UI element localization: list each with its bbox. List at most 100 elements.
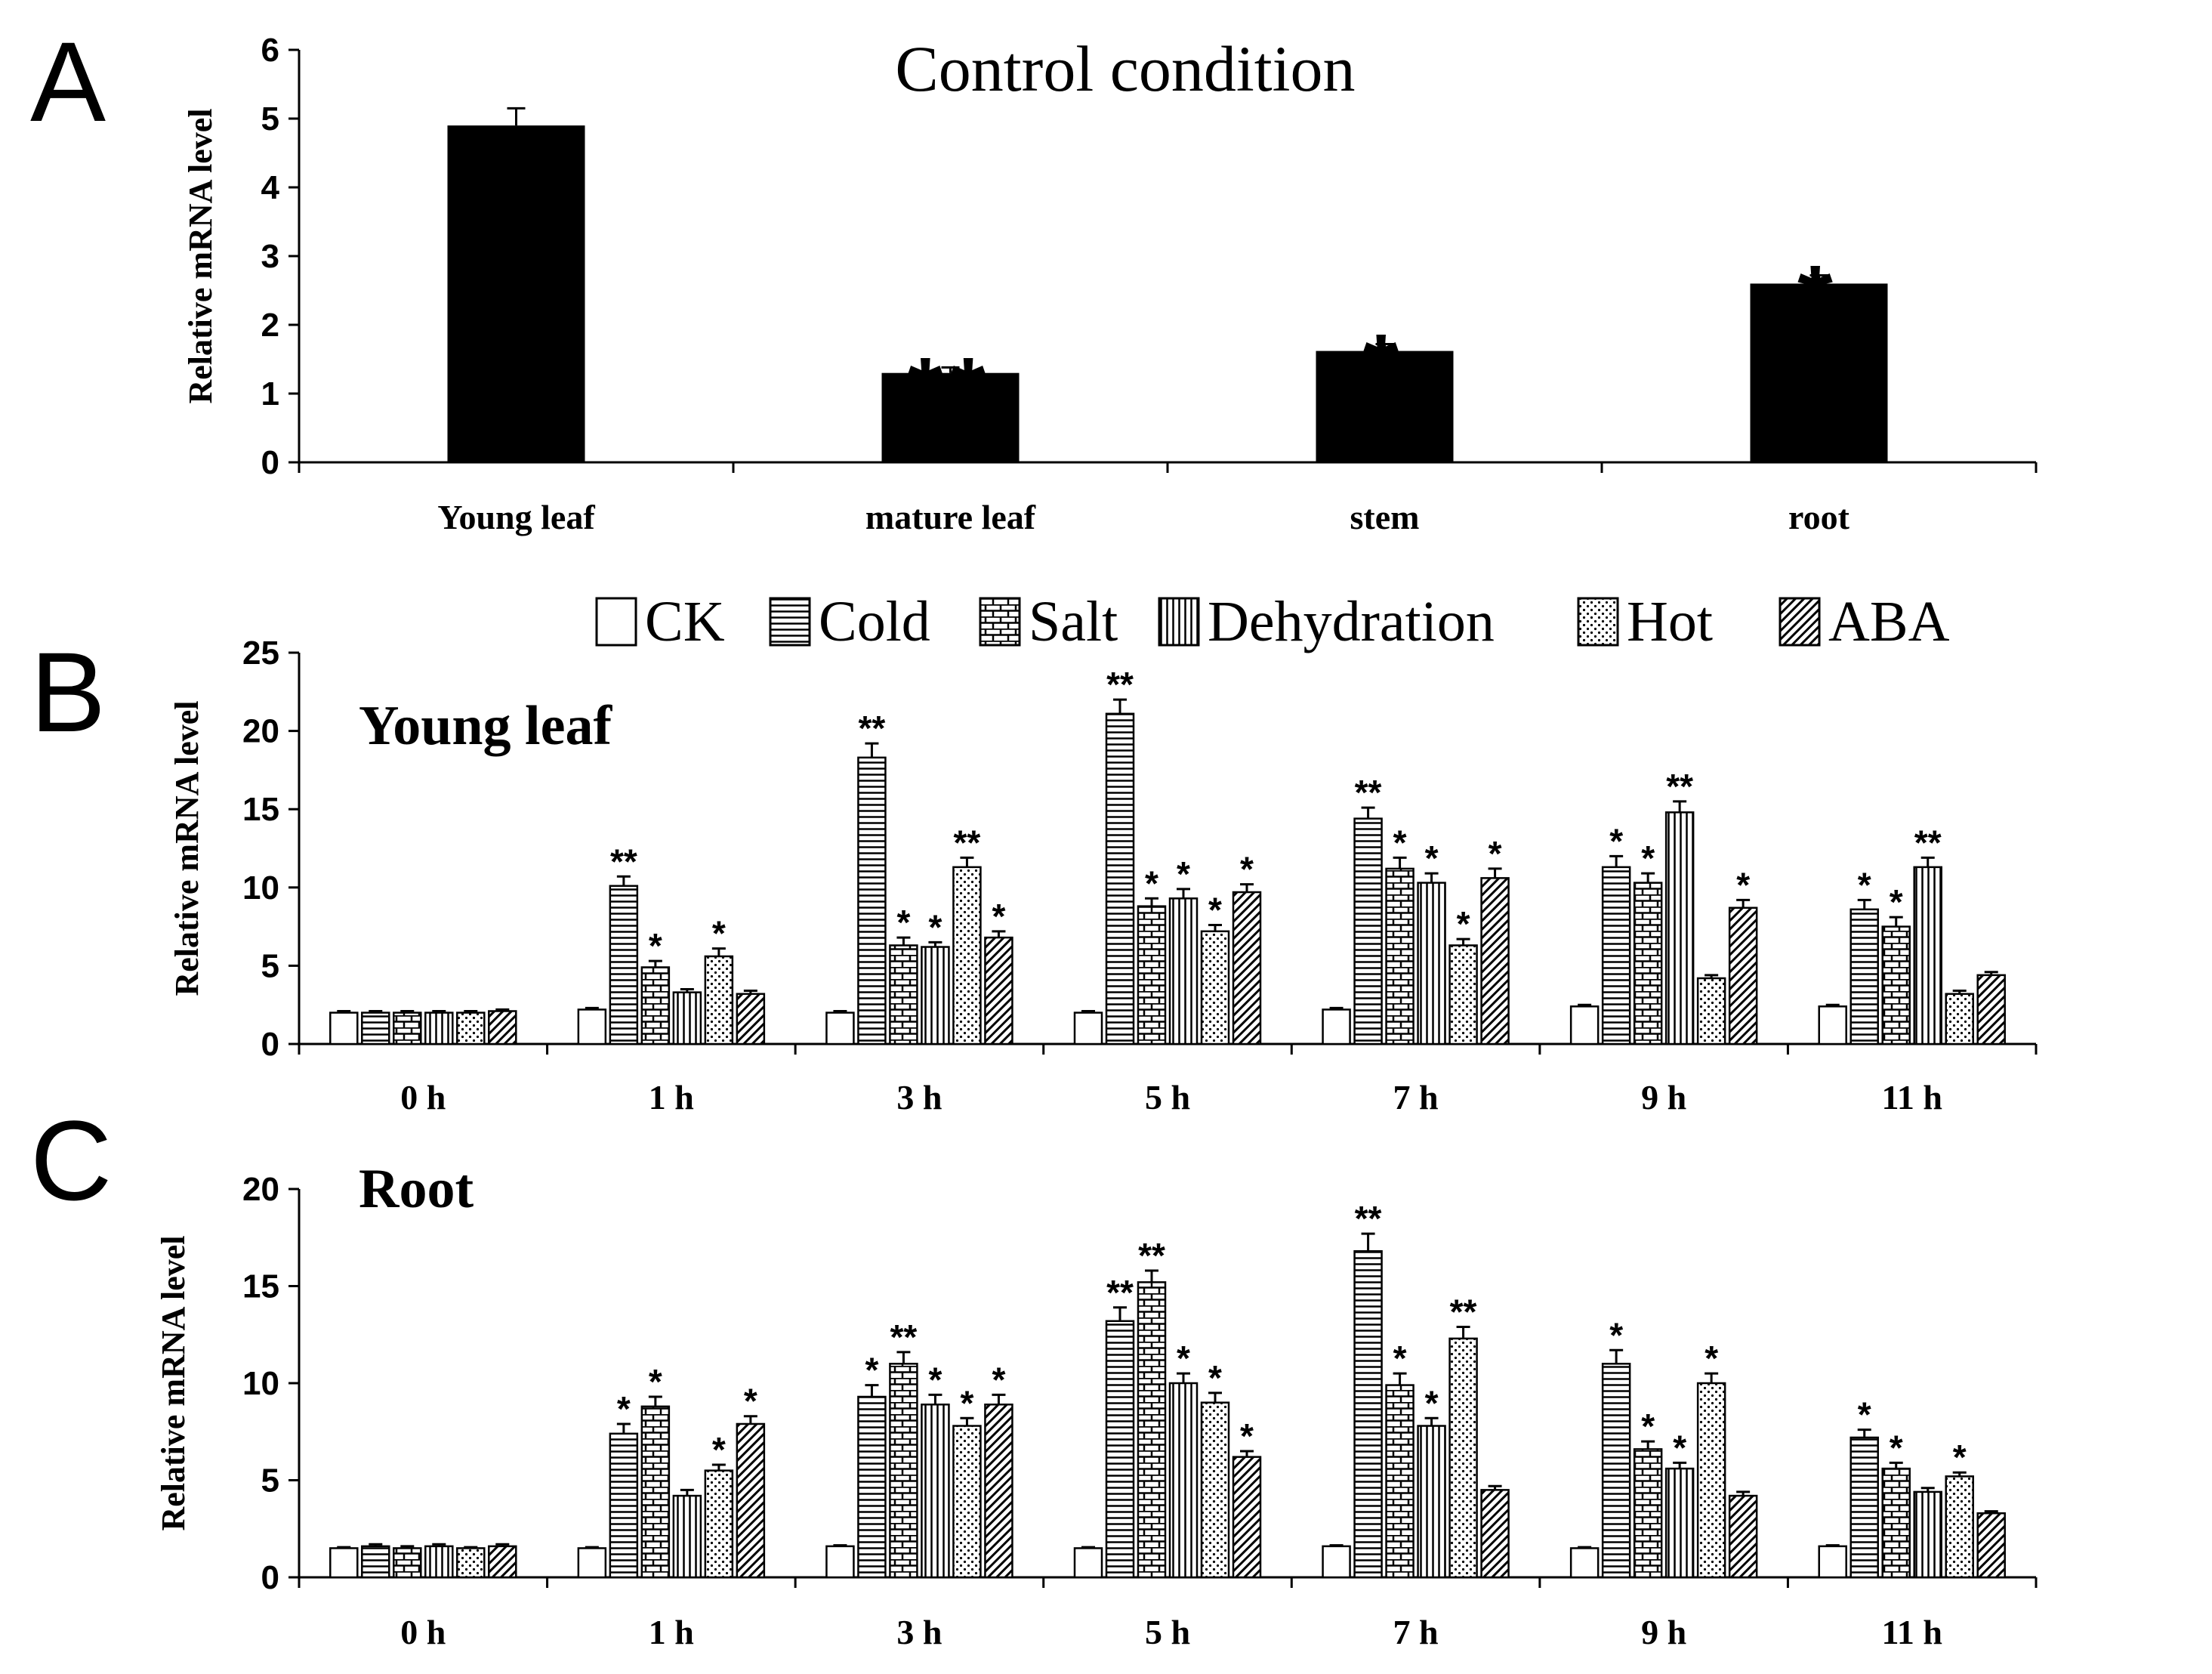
- panel-b-bar-brick-6: [1881, 925, 1911, 1045]
- panel-c-significance: **: [1355, 1199, 1382, 1238]
- panel-b-bar-horizontal-5: [1601, 866, 1631, 1045]
- panel-c-significance: *: [1208, 1358, 1222, 1398]
- panel-b-bar-empty-4: [1322, 1008, 1351, 1045]
- panel-b-significance: *: [1208, 891, 1222, 930]
- panel-a-bar-1: [881, 372, 1020, 462]
- panel-a-y-tick-label: 6: [261, 32, 279, 69]
- panel-b-significance: **: [859, 709, 886, 748]
- panel-a-title: Control condition: [895, 32, 1355, 105]
- panel-b-significance: *: [928, 907, 942, 947]
- panel-b-category-label: 3 h: [896, 1078, 942, 1117]
- panel-a-y-tick-label: 2: [261, 307, 279, 344]
- legend-swatch-vertical: [1158, 597, 1200, 647]
- panel-b-category-label: 1 h: [649, 1078, 694, 1117]
- legend-label: ABA: [1828, 590, 1950, 653]
- panel-b-bar-brick-2: [889, 944, 918, 1045]
- panel-c-significance: *: [1705, 1339, 1718, 1378]
- panel-b-bar-horizontal-0: [361, 1012, 390, 1045]
- panel-a-chart: 0 1 2 3 4 5 6 Young leaf mature leaf stem root Rela…: [182, 32, 2038, 536]
- panel-c-bar-vertical-6: [1913, 1490, 1942, 1579]
- panel-b-bar-diagonal-3: [1232, 891, 1262, 1045]
- panel-b-bar-empty-0: [329, 1012, 359, 1045]
- panel-c-bar-horizontal-0: [361, 1545, 390, 1579]
- panel-b-bar-diagonal-2: [984, 936, 1013, 1045]
- panel-b-significance: *: [1858, 865, 1871, 904]
- panel-b-significance: *: [1393, 823, 1407, 862]
- panel-b-bar-empty-1: [577, 1008, 607, 1045]
- panel-c-category-label: 11 h: [1881, 1613, 1942, 1651]
- panel-b-bar-vertical-6: [1913, 866, 1942, 1045]
- panel-b-significance: *: [712, 914, 726, 953]
- panel-b-bar-horizontal-3: [1105, 712, 1135, 1045]
- panel-b-bar-horizontal-4: [1353, 817, 1383, 1045]
- panel-b-significance: *: [1736, 865, 1750, 904]
- panel-a-bar-0: [447, 125, 585, 462]
- panel-b-y-tick-label: 10: [242, 869, 279, 906]
- panel-c-bar-vertical-2: [921, 1404, 950, 1579]
- panel-c-bar-brick-0: [393, 1547, 422, 1579]
- panel-b-bar-brick-5: [1633, 882, 1663, 1045]
- panel-b-category-label: 9 h: [1641, 1078, 1686, 1117]
- panel-b-significance: *: [1240, 850, 1254, 889]
- panel-a-significance: *: [1363, 315, 1406, 416]
- panel-b-y-tick-label: 5: [261, 947, 279, 984]
- panel-b-bar-horizontal-2: [857, 756, 887, 1045]
- panel-c-bar-diagonal-3: [1232, 1456, 1262, 1579]
- panel-b-bar-empty-6: [1818, 1005, 1847, 1045]
- panel-c-significance: *: [1425, 1383, 1439, 1422]
- panel-b-bar-dots-4: [1448, 944, 1478, 1045]
- panel-c-category-label: 0 h: [400, 1613, 446, 1651]
- panel-c-category-label: 5 h: [1145, 1613, 1190, 1651]
- panel-b-significance: **: [1666, 767, 1693, 806]
- panel-c-subtitle: Root: [359, 1158, 474, 1220]
- panel-c-y-axis-label: Relative mRNA level: [155, 1236, 192, 1531]
- panel-b-significance: *: [1457, 904, 1470, 944]
- panel-b-significance: *: [649, 926, 662, 965]
- panel-c-y-tick-label: 0: [261, 1559, 279, 1596]
- panel-c-category-label: 3 h: [896, 1613, 942, 1651]
- panel-b-category-label: 0 h: [400, 1078, 446, 1117]
- panel-b-bar-vertical-0: [424, 1012, 454, 1045]
- panel-b-chart: 0 5 10 15 20 25 0 h 1 h 3 h 5 h 7 h 9 h 11 h Relative…: [168, 635, 2038, 1117]
- panel-b-bar-dots-3: [1200, 930, 1230, 1045]
- legend-swatch-dots: [1577, 597, 1619, 647]
- panel-b-significance: *: [1425, 839, 1439, 878]
- panel-a-y-tick-label: 0: [261, 444, 279, 481]
- panel-c-significance: *: [1953, 1438, 1967, 1477]
- legend-swatch-brick: [979, 597, 1021, 647]
- panel-c-bar-brick-6: [1881, 1467, 1911, 1579]
- panel-a-bar-2: [1316, 351, 1454, 462]
- legend-label: Dehydration: [1208, 590, 1495, 653]
- panel-c-significance: *: [617, 1389, 631, 1428]
- panel-c-bar-brick-2: [889, 1363, 918, 1579]
- panel-c-y-tick-label: 10: [242, 1365, 279, 1402]
- panel-b-bar-empty-3: [1073, 1012, 1103, 1045]
- panel-c-bar-dots-5: [1696, 1382, 1726, 1579]
- panel-b-category-label: 7 h: [1393, 1078, 1439, 1117]
- panel-c-significance: *: [928, 1360, 942, 1399]
- legend-swatch-horizontal: [769, 597, 811, 647]
- legend-swatch-diagonal: [1779, 597, 1821, 647]
- panel-b-bar-diagonal-4: [1480, 877, 1510, 1045]
- panel-b-y-tick-label: 25: [242, 635, 279, 672]
- panel-c-significance: *: [992, 1360, 1005, 1399]
- panel-a-y-tick-label: 5: [261, 100, 279, 137]
- panel-c-significance: *: [1393, 1339, 1407, 1378]
- panel-c-y-tick-label: 20: [242, 1171, 279, 1208]
- panel-c-significance: *: [1858, 1395, 1871, 1435]
- panel-a-category-label: Young leaf: [437, 498, 595, 536]
- panel-b-significance: *: [1890, 882, 1903, 922]
- panel-b-significance: *: [896, 903, 910, 942]
- panel-c-bar-vertical-4: [1417, 1425, 1446, 1579]
- panel-c-bar-diagonal-6: [1976, 1512, 2006, 1579]
- panel-c-bar-horizontal-4: [1353, 1249, 1383, 1579]
- panel-b-significance: *: [1145, 863, 1158, 903]
- panel-c-bar-vertical-5: [1664, 1467, 1695, 1579]
- panel-c-significance: **: [890, 1317, 918, 1357]
- panel-c-bar-horizontal-1: [609, 1432, 639, 1579]
- panel-c-significance: **: [1106, 1273, 1134, 1312]
- panel-b-bar-brick-3: [1137, 905, 1167, 1045]
- panel-c-bar-dots-6: [1945, 1475, 1974, 1579]
- panel-c-bar-diagonal-1: [736, 1422, 766, 1579]
